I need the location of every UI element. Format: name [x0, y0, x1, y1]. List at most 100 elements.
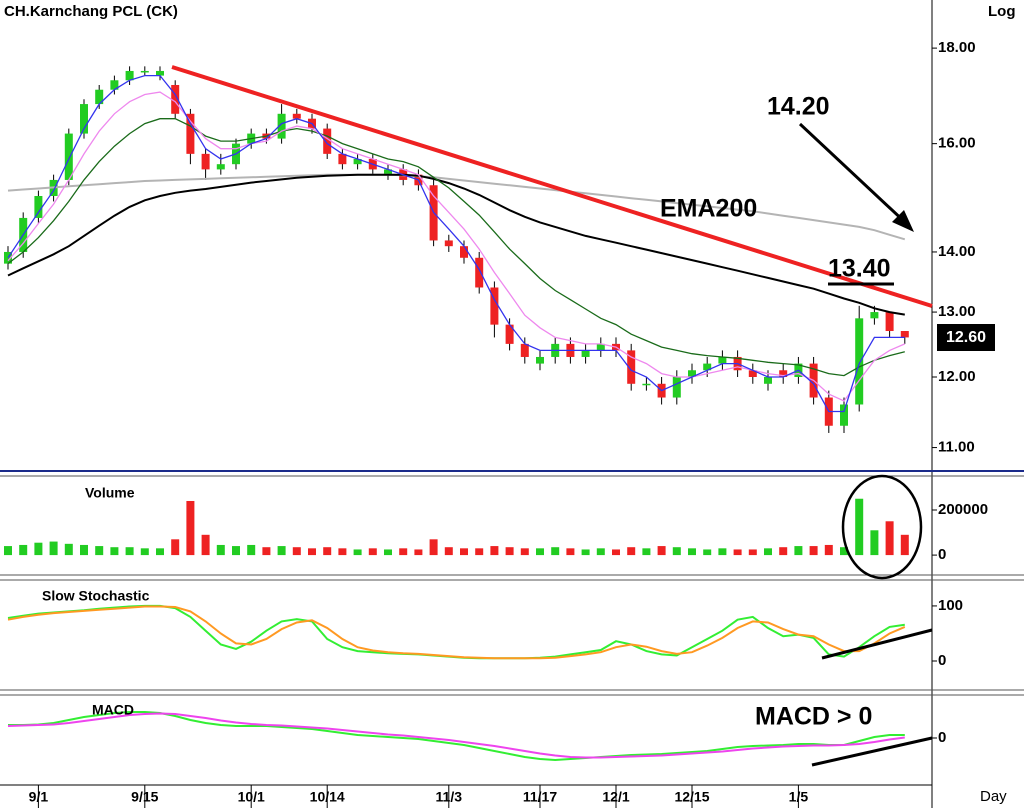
candle-body: [216, 164, 225, 170]
volume-bar: [460, 548, 468, 556]
volume-bar: [566, 548, 575, 556]
x-tick-label: 11/17: [523, 789, 557, 805]
candle-body: [672, 376, 681, 398]
candle-body: [642, 383, 651, 386]
volume-bar: [824, 544, 833, 556]
volume-bar: [855, 498, 864, 556]
panel-title: MACD: [92, 702, 134, 718]
x-tick-label: 11/3: [436, 789, 463, 805]
volume-bar: [171, 539, 180, 556]
candle-body: [171, 84, 180, 114]
volume-bar: [232, 546, 240, 556]
volume-bar: [551, 547, 560, 556]
candle-body: [885, 312, 894, 332]
y-tick-label: 11.00: [938, 439, 975, 456]
candle-body: [384, 169, 392, 175]
volume-bar: [4, 546, 12, 556]
volume-bar: [733, 549, 742, 556]
candle-body: [34, 195, 43, 218]
y-tick-label: 200000: [938, 501, 988, 518]
y-tick-label: 16.00: [938, 135, 976, 152]
volume-bar: [490, 546, 499, 556]
candle-body: [627, 350, 636, 384]
volume-bar: [201, 534, 210, 556]
y-tick-label: 0: [938, 652, 946, 669]
volume-bar: [779, 547, 788, 556]
candle-body: [353, 159, 362, 165]
candle-body: [475, 257, 484, 288]
y-tick-label: 0: [938, 546, 946, 563]
candle-body: [900, 331, 909, 338]
annotation: 14.20: [767, 93, 830, 121]
volume-bar: [688, 548, 696, 556]
candle-body: [505, 324, 514, 344]
volume-bar: [353, 549, 362, 556]
y-tick-label: 14.00: [938, 243, 976, 260]
candle-body: [840, 404, 848, 426]
volume-bar: [292, 547, 301, 556]
volume-bar: [140, 548, 149, 556]
volume-bar: [216, 544, 225, 556]
x-tick-label: 10/14: [310, 789, 345, 805]
trend-line: [821, 628, 933, 660]
volume-bar: [277, 546, 286, 556]
volume-bar: [520, 548, 529, 556]
candle-body: [186, 113, 195, 154]
volume-bar: [186, 500, 195, 556]
candle-body: [460, 246, 468, 258]
series-line: [7, 604, 905, 660]
y-tick-label: 12.00: [938, 368, 976, 385]
volume-bar: [80, 544, 88, 556]
x-tick-label: 9/15: [131, 789, 158, 805]
series-line: [7, 74, 905, 413]
candle-body: [870, 312, 879, 319]
scale-label: Log: [988, 3, 1016, 20]
volume-bar: [900, 534, 909, 556]
volume-bar: [368, 548, 377, 556]
volume-bar: [34, 542, 43, 556]
x-tick-label: 9/1: [29, 789, 49, 805]
candle-body: [292, 113, 301, 119]
volume-bar: [505, 547, 514, 556]
candle-body: [703, 363, 712, 371]
candle-body: [490, 287, 499, 325]
volume-bar: [581, 549, 590, 556]
volume-bar: [49, 541, 58, 556]
volume-bar: [323, 547, 332, 556]
annotation: EMA200: [660, 195, 757, 223]
candle-body: [64, 133, 73, 180]
volume-bar: [19, 544, 28, 556]
candle-body: [764, 376, 772, 384]
trend-line: [171, 65, 933, 308]
panel-title: Volume: [85, 485, 135, 501]
volume-bar: [308, 548, 316, 556]
volume-bar: [156, 548, 164, 556]
candle-body: [110, 80, 119, 90]
series-line: [7, 712, 905, 759]
y-tick-label: 18.00: [938, 39, 976, 56]
candle-body: [581, 350, 590, 357]
chart-title: CH.Karnchang PCL (CK): [4, 3, 178, 20]
series-line: [7, 173, 906, 241]
candle-body: [855, 318, 864, 405]
last-price-box: [937, 324, 995, 351]
x-tick-label: 1/5: [789, 789, 809, 805]
candle-body: [748, 370, 757, 377]
annotation: 13.40: [828, 255, 891, 283]
candle-body: [596, 343, 605, 351]
candle-body: [536, 356, 544, 364]
x-tick-label: 10/1: [238, 789, 265, 805]
candle-body: [718, 356, 727, 364]
volume-bar: [444, 547, 453, 556]
highlight-circle: [841, 474, 923, 580]
arrow-head: [892, 210, 914, 232]
volume-bar: [718, 548, 727, 556]
series-line: [7, 605, 906, 660]
volume-bar: [703, 549, 712, 556]
candle-body: [140, 70, 149, 73]
x-tick-label: 12/15: [674, 789, 709, 805]
volume-bar: [794, 546, 803, 556]
volume-bar: [414, 549, 423, 556]
candle-body: [95, 89, 104, 105]
candle-body: [201, 153, 210, 170]
